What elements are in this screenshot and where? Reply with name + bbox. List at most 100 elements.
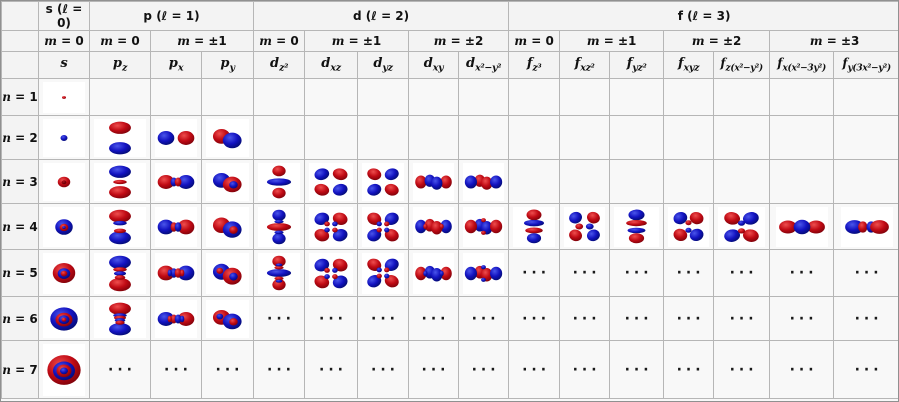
orbital-render	[62, 95, 66, 99]
ellipsis: ···	[522, 265, 551, 281]
ellipsis: ···	[319, 361, 348, 378]
orbital-subscript: yz	[382, 62, 393, 74]
orbital-render	[266, 165, 292, 198]
cell-n7-dxy: ···	[408, 340, 460, 399]
orbital-image-dxz-n3	[309, 162, 354, 201]
orbital-letter: p	[112, 56, 122, 72]
ellipsis: ···	[108, 361, 136, 378]
ellipsis: ···	[624, 310, 653, 327]
orbital-render	[569, 211, 600, 242]
orbital-header-dxz: dxz	[304, 51, 359, 79]
cell-n7-px: ···	[150, 340, 202, 399]
row-label-n5: n = 5	[1, 249, 39, 297]
n-value: = 4	[10, 219, 38, 234]
orbital-render	[415, 174, 452, 190]
orbital-image-pz-n2	[94, 118, 146, 157]
cell-n2-dyz-empty	[357, 115, 410, 160]
orbital-header-s: s	[38, 51, 90, 79]
cell-n2-dx2-y2-empty	[458, 115, 510, 160]
orbital-image-dx2y2-n3	[463, 162, 505, 201]
group-l-value: (ℓ = 3)	[682, 9, 731, 23]
m-value: = 0	[112, 34, 140, 48]
orbital-image-dx2y2-n5	[463, 252, 505, 294]
ellipsis: ···	[572, 265, 601, 281]
cell-n5-fz3: ···	[508, 249, 561, 297]
orbital-subscript: x	[177, 62, 184, 74]
orbital-render	[367, 258, 399, 288]
orbital-render	[464, 174, 503, 190]
orbital-image-px-n4	[155, 206, 197, 247]
group-letter: p	[143, 9, 153, 23]
orbital-image-dyz-n3	[362, 162, 405, 201]
orbital-letter: p	[220, 56, 230, 72]
cell-n6-fz-x2-y2: ···	[713, 296, 771, 341]
cell-n6-fy-3x2-y2: ···	[833, 296, 898, 341]
orbital-image-s-n4	[43, 206, 85, 247]
cell-n6-s	[38, 296, 90, 341]
orbital-subscript: z²	[279, 62, 289, 74]
cell-n5-fxz2: ···	[559, 249, 611, 297]
group-l-value: (ℓ = 0)	[52, 2, 83, 30]
orbital-render	[109, 121, 131, 154]
ellipsis: ···	[729, 361, 758, 378]
orbital-letter: d	[423, 56, 433, 72]
cell-n4-fxz2	[559, 203, 611, 250]
orbital-render	[367, 212, 399, 241]
m-symbol: m	[177, 34, 190, 48]
cell-n3-fx-x2-3y2-empty	[769, 159, 835, 204]
orbital-subscript: xyz	[683, 62, 700, 74]
m-value: = ±1	[344, 34, 382, 48]
cell-n6-py	[200, 296, 255, 341]
orbital-subscript: x²−y²	[475, 62, 502, 74]
orbital-letter: s	[60, 56, 68, 72]
orbital-image-dyz-n4	[362, 206, 405, 247]
orbital-image-dxz-n5	[309, 252, 354, 294]
orbital-subscript: y(3x²−y²)	[847, 63, 892, 74]
orbital-image-dxy-n4	[413, 206, 455, 247]
cell-n3-pz	[89, 159, 151, 204]
m-value: = ±1	[189, 34, 227, 48]
orbital-letter: f	[842, 56, 848, 71]
m-value: = ±2	[704, 34, 742, 48]
cell-n7-dz2: ···	[253, 340, 306, 399]
orbital-render	[524, 209, 545, 243]
ellipsis: ···	[624, 265, 653, 281]
orbital-image-s-n2	[43, 118, 85, 157]
orbital-letter: p	[168, 56, 178, 72]
cell-n2-fxyz-empty	[663, 115, 715, 160]
m-value: = ±2	[446, 34, 484, 48]
group-header-d: d (ℓ = 2)	[253, 1, 510, 31]
m-header-0: m = 0	[38, 30, 90, 52]
cell-n7-s	[38, 340, 90, 399]
cell-n4-px	[150, 203, 202, 250]
orbital-subscript: z³	[532, 62, 542, 74]
cell-n7-fx-x2-3y2: ···	[769, 340, 835, 399]
cell-n2-s	[38, 115, 90, 160]
cell-n1-pz-empty	[89, 78, 151, 116]
cell-n1-fz3-empty	[508, 78, 561, 116]
orbital-header-fz3: fz³	[508, 51, 561, 79]
cell-n2-dxy-empty	[408, 115, 460, 160]
n-symbol: n	[2, 130, 11, 145]
n-value: = 5	[10, 266, 38, 280]
ellipsis: ···	[267, 361, 296, 378]
cell-n5-s	[38, 249, 90, 297]
orbital-render	[367, 167, 399, 196]
group-l-value: (ℓ = 1)	[152, 9, 200, 23]
cell-n3-fz-x2-y2-empty	[713, 159, 771, 204]
ellipsis: ···	[676, 310, 705, 327]
orbital-render	[109, 302, 131, 335]
m-header-8: m = ±2	[663, 30, 771, 52]
orbital-header-dxy: dxy	[408, 51, 460, 79]
orbital-image-px-n5	[155, 252, 197, 294]
cell-n2-fyz2-empty	[609, 115, 665, 160]
m-value: = 0	[56, 34, 84, 48]
cell-n5-fx-x2-3y2: ···	[769, 249, 835, 297]
cell-n3-fz3-empty	[508, 159, 561, 204]
cell-n5-px	[150, 249, 202, 297]
orbital-letter: f	[626, 56, 633, 72]
orbital-subscript: xz	[330, 62, 341, 74]
orbital-image-py-n6	[206, 299, 250, 338]
orbital-image-fy3-n4	[840, 206, 893, 247]
orbital-render	[212, 217, 242, 238]
